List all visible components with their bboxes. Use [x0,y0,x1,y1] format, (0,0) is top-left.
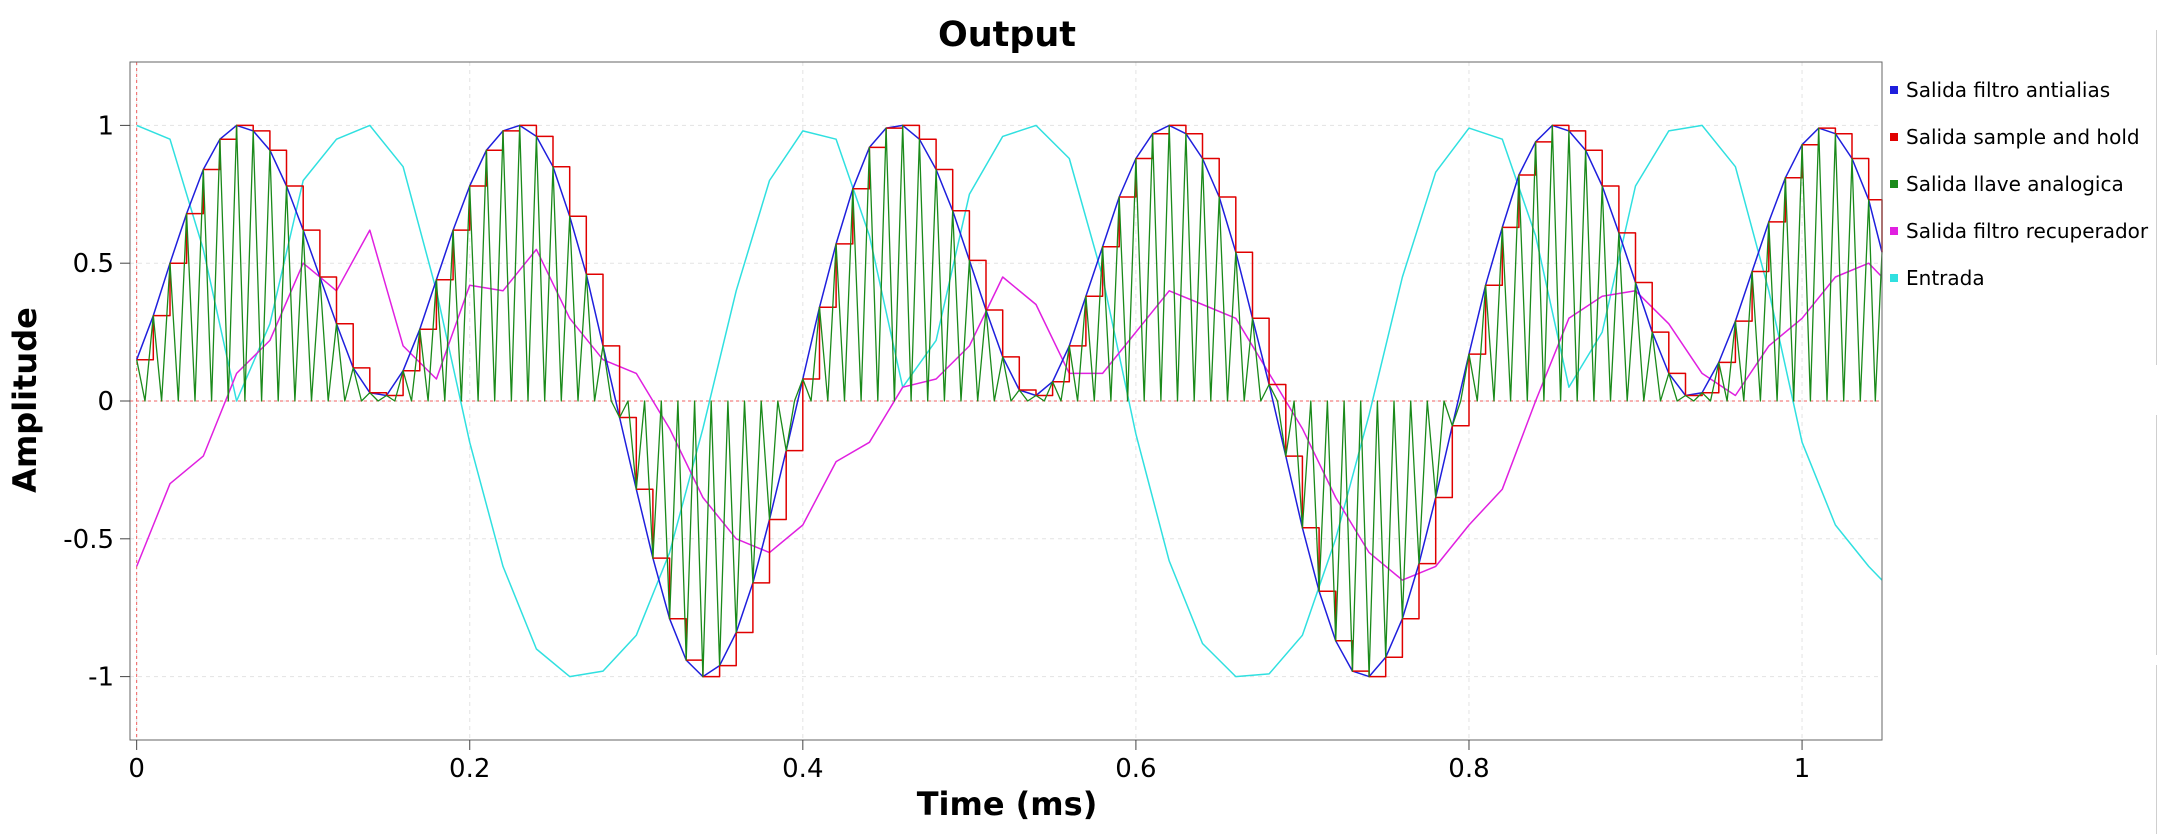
legend-label: Entrada [1906,265,1985,290]
y-tick-label-2: 0 [97,387,114,417]
legend-item-4: Entrada [1890,254,2148,301]
series-line-2 [136,124,1883,678]
y-axis-label: Amplitude [6,307,44,493]
legend-swatch [1890,85,1898,94]
series-line-0 [135,124,1883,678]
legend-label: Salida sample and hold [1906,124,2140,149]
x-tick-label-3: 0.6 [1115,754,1156,784]
legend-item-2: Salida llave analogica [1890,160,2148,207]
legend-label: Salida llave analogica [1906,171,2124,196]
y-tick-label-4: -1 [88,663,114,693]
x-tick-label-0: 0 [128,754,145,784]
x-tick-label-4: 0.8 [1448,754,1489,784]
legend-item-1: Salida sample and hold [1890,113,2148,160]
legend: Salida filtro antialias Salida sample and… [1890,66,2148,301]
axes [120,124,1803,750]
legend-item-0: Salida filtro antialias [1890,66,2148,113]
series-line-4 [136,124,1883,678]
right-panel-edge [2156,665,2164,834]
y-tick-label-0: 1 [97,111,114,141]
right-panel-edge [2156,415,2164,655]
y-tick-label-1: 0.5 [73,249,114,279]
y-tick-label-3: -0.5 [63,525,114,555]
legend-swatch [1890,273,1898,282]
series-line-3 [136,229,1883,581]
right-panel-edge [2156,30,2164,365]
legend-label: Salida filtro antialias [1906,77,2111,102]
chart-title: Output [938,15,1076,55]
legend-swatch [1890,132,1898,141]
series-lines [135,124,1883,678]
zero-reference-lines [130,62,1882,740]
tick-labels: 0 0.2 0.4 0.6 0.8 1 1 0.5 0 -0.5 -1 [63,111,1810,784]
x-tick-label-2: 0.4 [782,754,823,784]
series-line-1 [136,124,1883,678]
x-axis-label: Time (ms) [917,785,1098,823]
legend-swatch [1890,179,1898,188]
legend-swatch [1890,226,1898,235]
x-tick-label-5: 1 [1794,754,1811,784]
legend-label: Salida filtro recuperador [1906,218,2149,243]
legend-item-3: Salida filtro recuperador [1890,207,2148,254]
x-tick-label-1: 0.2 [449,754,490,784]
